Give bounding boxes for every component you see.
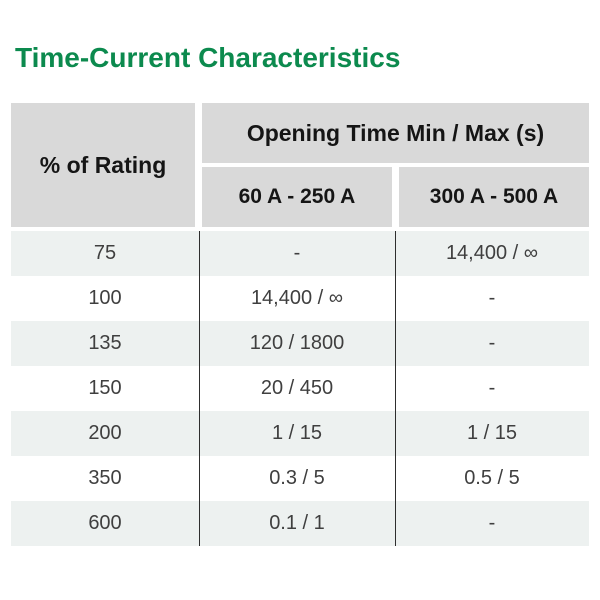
column-divider xyxy=(395,231,396,546)
opening-time-header-group: Opening Time Min / Max (s) 60 A - 250 A … xyxy=(202,103,589,227)
opening-time-300-500-cell: - xyxy=(488,332,496,354)
col-header-300a-500a: 300 A - 500 A xyxy=(399,167,589,227)
table-row: 135 120 / 1800 - xyxy=(11,321,589,366)
rating-cell: 150 xyxy=(88,377,122,399)
opening-time-60-250-cell: 14,400 / ∞ xyxy=(250,287,344,309)
table-row: 100 14,400 / ∞ - xyxy=(11,276,589,321)
opening-time-60-250-cell: - xyxy=(293,242,301,264)
rating-cell: 100 xyxy=(88,287,122,309)
opening-time-300-500-cell: 1 / 15 xyxy=(466,422,518,444)
col-header-rating: % of Rating xyxy=(11,103,195,227)
table-row: 350 0.3 / 5 0.5 / 5 xyxy=(11,456,589,501)
opening-time-300-500-cell: - xyxy=(488,512,496,534)
page-title: Time-Current Characteristics xyxy=(15,42,401,73)
table-row: 600 0.1 / 1 - xyxy=(11,501,589,546)
col-group-header-opening-time: Opening Time Min / Max (s) xyxy=(202,103,589,163)
opening-time-60-250-cell: 0.3 / 5 xyxy=(269,467,325,489)
table-body: 75 - 14,400 / ∞ 100 14,400 / ∞ - 135 120 / 1800… xyxy=(11,231,589,546)
opening-time-300-500-cell: - xyxy=(488,377,496,399)
opening-time-60-250-cell: 120 / 1800 xyxy=(249,332,345,354)
opening-time-300-500-cell: 0.5 / 5 xyxy=(464,467,520,489)
column-divider xyxy=(199,231,200,546)
opening-time-60-250-cell: 0.1 / 1 xyxy=(269,512,325,534)
table-row: 75 - 14,400 / ∞ xyxy=(11,231,589,276)
table-row: 200 1 / 15 1 / 15 xyxy=(11,411,589,456)
time-current-table: % of Rating Opening Time Min / Max (s) 6… xyxy=(11,103,589,546)
rating-cell: 75 xyxy=(93,242,117,264)
opening-time-60-250-cell: 1 / 15 xyxy=(271,422,323,444)
rating-cell: 350 xyxy=(88,467,122,489)
opening-time-300-500-cell: 14,400 / ∞ xyxy=(445,242,539,264)
col-header-60a-250a: 60 A - 250 A xyxy=(202,167,392,227)
opening-time-60-250-cell: 20 / 450 xyxy=(260,377,334,399)
table-header: % of Rating Opening Time Min / Max (s) 6… xyxy=(11,103,589,227)
rating-cell: 600 xyxy=(88,512,122,534)
rating-cell: 200 xyxy=(88,422,122,444)
opening-time-300-500-cell: - xyxy=(488,287,496,309)
sub-header-row: 60 A - 250 A 300 A - 500 A xyxy=(202,167,589,227)
rating-cell: 135 xyxy=(88,332,122,354)
table-row: 150 20 / 450 - xyxy=(11,366,589,411)
